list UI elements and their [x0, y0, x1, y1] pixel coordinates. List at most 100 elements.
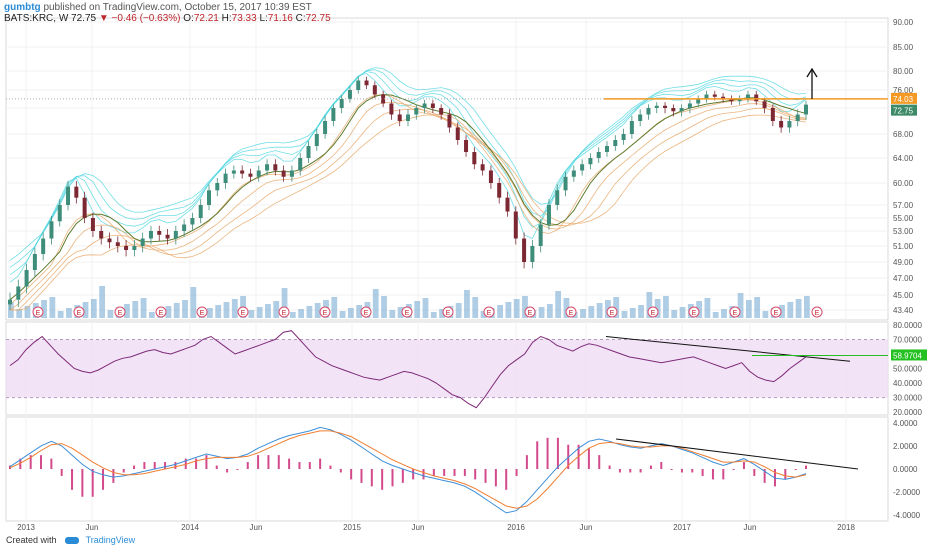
candle-body [505, 197, 510, 212]
macd-histogram-bar [246, 462, 249, 469]
candle-body [16, 286, 21, 300]
volume-bar [505, 302, 512, 318]
volume-bar [207, 308, 213, 318]
author-link[interactable]: gumbtg [4, 2, 41, 13]
earnings-marker-icon [278, 306, 290, 318]
candle-body [347, 90, 352, 99]
volume-bar [107, 310, 114, 318]
close-label: C: [295, 13, 306, 24]
time-tick-label: 2017 [673, 523, 691, 532]
price-tick-label: 60.00 [893, 179, 914, 188]
earnings-marker-icon [442, 306, 454, 318]
macd-histogram-bar [122, 469, 125, 473]
time-tick-label: Jun [744, 523, 757, 532]
candle-body [770, 108, 775, 121]
price-tick-label: 76.00 [893, 86, 914, 95]
volume-bar [182, 300, 188, 318]
candle-body [372, 85, 377, 95]
high-label: H: [221, 13, 232, 24]
macd-histogram-bar [546, 437, 549, 469]
rsi-tick-label: 40.0000 [893, 379, 922, 388]
macd-histogram-bar [267, 455, 270, 469]
volume-bar [712, 312, 719, 318]
macd-histogram-bar [205, 455, 208, 469]
macd-histogram-bar [174, 462, 177, 469]
low-value: 71.16 [267, 13, 293, 24]
macd-histogram-bar [463, 469, 466, 476]
earnings-marker-label: E [651, 310, 656, 317]
macd-histogram-bar [494, 469, 497, 487]
price-tick-label: 80.00 [893, 67, 914, 76]
candle-body [132, 246, 137, 250]
candle-body [679, 108, 684, 112]
volume-bar [555, 291, 562, 318]
rsi-trendline [605, 336, 851, 362]
volume-bar [480, 311, 487, 318]
candle-body [157, 231, 162, 235]
candle-body [265, 164, 270, 171]
earnings-marker-label: E [610, 310, 615, 317]
earnings-marker-label: E [77, 310, 82, 317]
price-tick-label: 68.00 [893, 130, 914, 139]
candle-body [24, 270, 29, 287]
candle-body [721, 96, 726, 99]
candle-body [447, 114, 452, 128]
macd-histogram-bar [691, 469, 694, 473]
earnings-marker-label: E [446, 310, 451, 317]
candle-body [546, 205, 551, 225]
macd-histogram-bar [184, 458, 187, 469]
macd-histogram-bar [525, 455, 528, 469]
volume-bar [497, 305, 504, 318]
volume-bar [132, 301, 139, 318]
candle-body [555, 190, 560, 205]
slow-ma-line [10, 114, 807, 311]
macd-histogram-bar [50, 458, 53, 469]
earnings-marker-icon [155, 306, 167, 318]
volume-bar [231, 299, 238, 318]
earnings-marker-icon [524, 306, 536, 318]
volume-bar [414, 301, 421, 318]
candle-body [190, 218, 195, 225]
candle-body [57, 205, 62, 222]
volume-bar [265, 304, 271, 318]
earnings-marker-icon [770, 306, 782, 318]
earnings-marker-label: E [692, 310, 697, 317]
volume-bar [787, 302, 794, 318]
macd-tick-label: 0.0000 [893, 465, 918, 474]
volume-bar [389, 310, 396, 318]
price-tick-label: 47.00 [893, 274, 914, 283]
volume-bar [215, 305, 222, 318]
volume-bar [613, 297, 620, 318]
candle-body [182, 224, 187, 231]
macd-histogram-bar [763, 469, 766, 483]
candle-body [256, 170, 261, 177]
symbol-label[interactable]: BATS:KRC, W [4, 13, 69, 24]
macd-histogram-bar [784, 469, 787, 480]
price-tick-label: 55.00 [893, 214, 914, 223]
rsi-tick-label: 30.0000 [893, 394, 922, 403]
volume-bar [41, 300, 47, 318]
macd-histogram-bar [505, 469, 508, 490]
rsi-tick-label: 80.0000 [893, 321, 922, 330]
macd-histogram-bar [319, 458, 322, 469]
macd-histogram-bar [143, 462, 146, 469]
earnings-marker-icon [73, 306, 85, 318]
volume-bar [281, 288, 288, 318]
candle-body [381, 94, 386, 104]
volume-bar [663, 296, 669, 318]
candle-body [762, 101, 767, 108]
macd-histogram-bar [484, 469, 487, 483]
macd-histogram-bar [81, 469, 84, 497]
macd-histogram-bar [474, 469, 477, 480]
tradingview-link[interactable]: TradingView [85, 535, 136, 545]
published-text: published on TradingView.com, October 15… [43, 2, 312, 13]
macd-histogram-bar [298, 462, 301, 469]
candle-body [223, 173, 228, 183]
candle-body [605, 146, 609, 152]
volume-bar [173, 303, 180, 318]
macd-histogram-bar [660, 462, 663, 469]
candle-body [439, 108, 444, 115]
macd-histogram-bar [226, 469, 229, 473]
macd-histogram-bar [164, 462, 167, 469]
macd-histogram-bar [215, 465, 218, 469]
